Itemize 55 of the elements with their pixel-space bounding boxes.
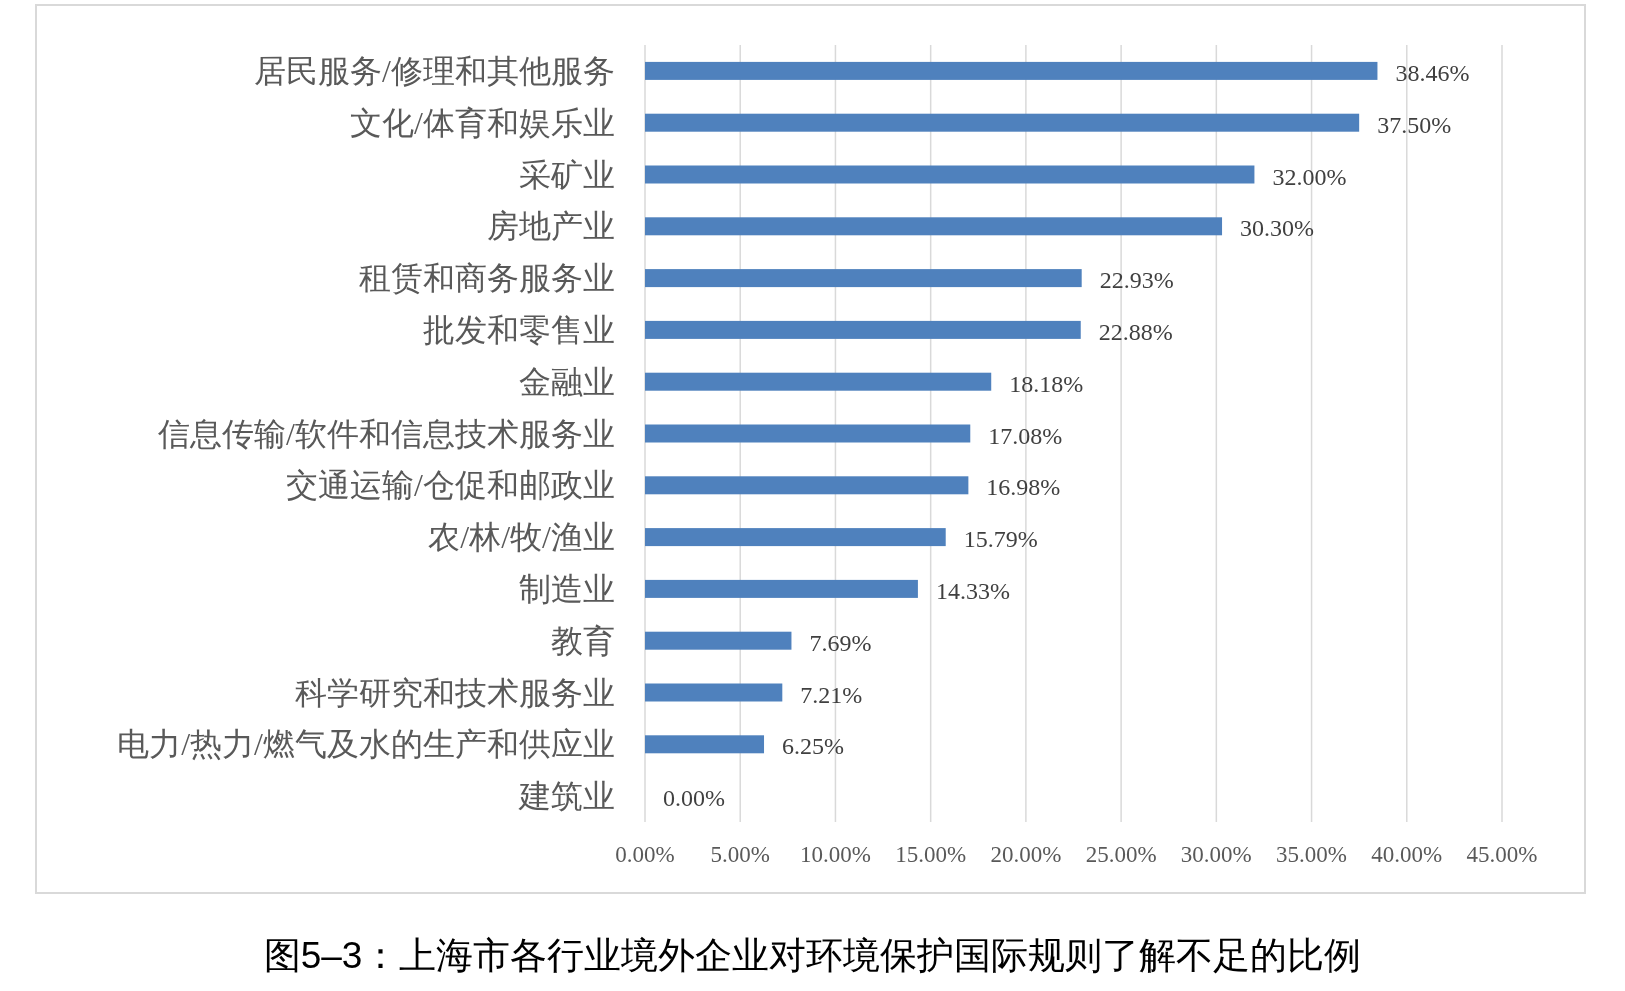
- bar: [645, 476, 969, 495]
- bar: [645, 579, 918, 598]
- y-tick-label: 文化/体育和娱乐业: [350, 104, 615, 141]
- x-tick-label: 15.00%: [895, 842, 967, 867]
- bar: [645, 320, 1081, 339]
- bar: [645, 269, 1082, 288]
- data-label: 38.46%: [1395, 59, 1470, 86]
- data-label: 7.69%: [809, 629, 872, 656]
- data-label: 37.50%: [1377, 111, 1452, 138]
- y-tick-label: 电力/热力/燃气及水的生产和供应业: [117, 726, 615, 763]
- bar: [645, 528, 946, 547]
- bar: [645, 165, 1255, 184]
- x-tick-label: 10.00%: [799, 842, 871, 867]
- data-label: 22.93%: [1099, 267, 1174, 294]
- x-tick-label: 35.00%: [1276, 842, 1348, 867]
- bar: [645, 113, 1360, 132]
- bar: [645, 735, 765, 754]
- x-tick-label: 25.00%: [1085, 842, 1157, 867]
- x-tick-label: 0.00%: [615, 842, 675, 867]
- y-tick-label: 科学研究和技术服务业: [295, 674, 615, 711]
- bar: [645, 372, 992, 391]
- y-tick-label: 建筑业: [518, 778, 615, 815]
- data-label: 7.21%: [800, 681, 863, 708]
- y-tick-label: 居民服务/修理和其他服务: [254, 52, 615, 89]
- data-label: 32.00%: [1272, 163, 1347, 190]
- y-tick-label: 信息传输/软件和信息技术服务业: [158, 415, 615, 452]
- bar: [645, 683, 783, 702]
- data-label: 22.88%: [1098, 318, 1173, 345]
- y-tick-label: 租赁和商务服务业: [359, 260, 615, 297]
- y-tick-label: 交通运输/仓促和邮政业: [286, 467, 615, 504]
- data-label: 17.08%: [988, 422, 1063, 449]
- bar: [645, 424, 971, 443]
- x-tick-label: 5.00%: [710, 842, 770, 867]
- text: 图5–3：上海市各行业境外企业对环境保护国际规则了解不足的比例: [263, 935, 1362, 976]
- y-tick-label: 房地产业: [487, 208, 615, 245]
- y-tick-label: 教育: [551, 622, 615, 659]
- data-label: 30.30%: [1240, 215, 1315, 242]
- x-tick-label: 20.00%: [990, 842, 1062, 867]
- bar: [645, 61, 1378, 80]
- data-label: 18.18%: [1009, 370, 1084, 397]
- bar: [645, 631, 792, 650]
- data-label: 0.00%: [663, 785, 725, 812]
- y-tick-label: 金融业: [519, 363, 615, 400]
- x-tick-label: 45.00%: [1466, 842, 1538, 867]
- y-tick-label: 农/林/牧/渔业: [428, 519, 615, 556]
- data-label: 16.98%: [986, 474, 1061, 501]
- x-tick-label: 40.00%: [1371, 842, 1443, 867]
- bar: [645, 217, 1223, 236]
- data-label: 6.25%: [782, 733, 845, 760]
- x-tick-label: 30.00%: [1180, 842, 1252, 867]
- y-tick-label: 批发和零售业: [423, 311, 615, 348]
- data-label: 15.79%: [963, 526, 1038, 553]
- data-label: 14.33%: [935, 577, 1010, 604]
- y-tick-label: 制造业: [519, 570, 615, 607]
- y-tick-label: 采矿业: [519, 156, 615, 193]
